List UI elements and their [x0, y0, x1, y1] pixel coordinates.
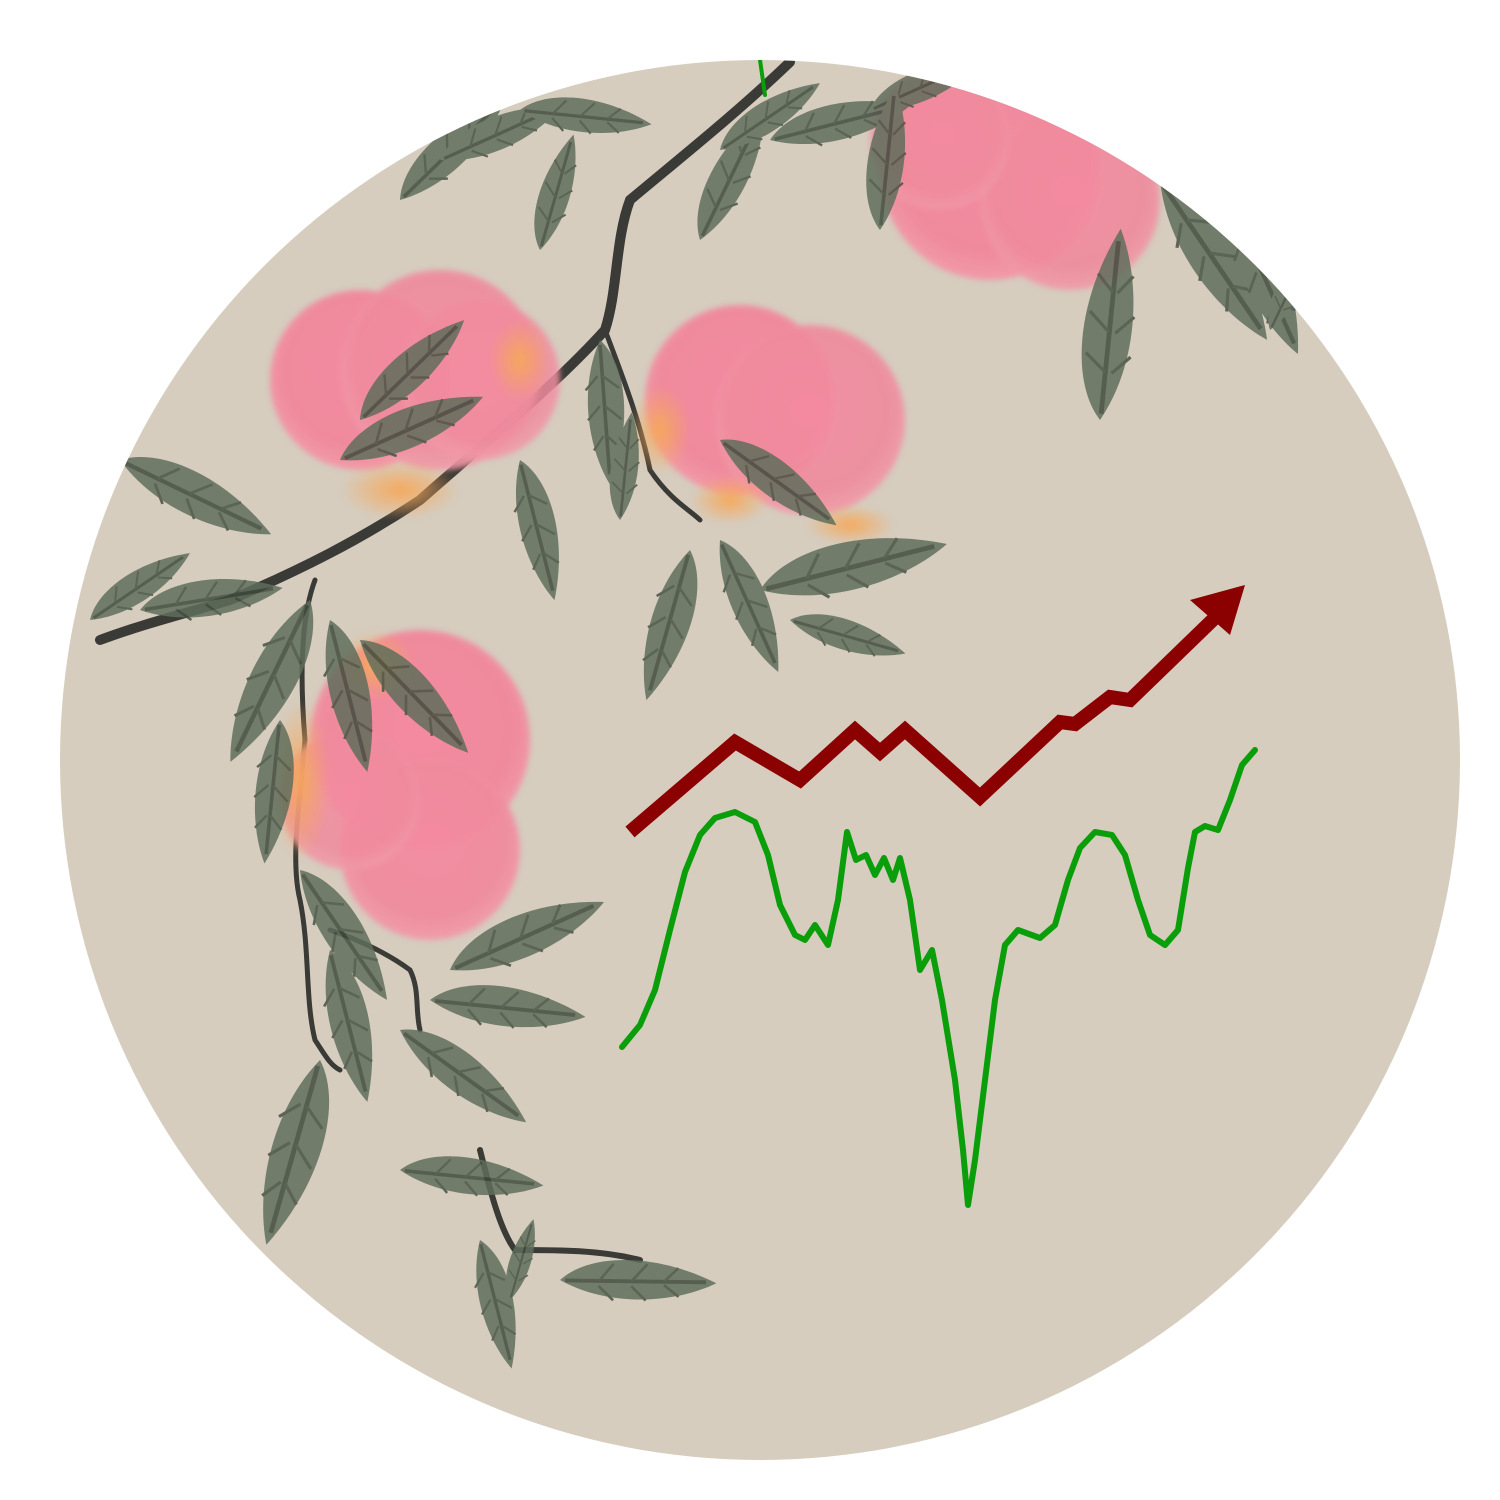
- trend-line: [625, 602, 1230, 838]
- painting-layer: [78, 60, 1328, 1374]
- branch-upper-right: [758, 60, 767, 97]
- upward-trend-arrow-icon: [1190, 585, 1245, 635]
- peach-upper-left: [270, 270, 560, 520]
- trend-motif: [619, 585, 1258, 1208]
- branch-lower: [293, 577, 343, 1073]
- signal-line: [619, 747, 1258, 1208]
